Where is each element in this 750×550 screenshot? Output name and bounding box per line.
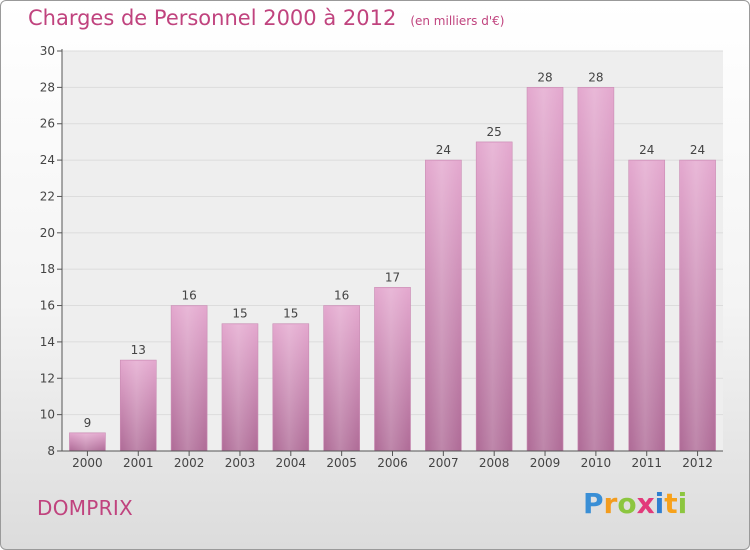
- data-label: 28: [537, 70, 552, 84]
- y-tick-label: 22: [40, 189, 55, 203]
- x-tick-label: 2007: [428, 456, 459, 470]
- y-tick-label: 30: [40, 44, 55, 58]
- y-tick-label: 10: [40, 408, 55, 422]
- data-label: 15: [232, 307, 247, 321]
- labels: 9 2000 13 2001 16 2002 15 2003 15 2004 16 2005 17 200…: [72, 70, 713, 470]
- data-label: 16: [181, 289, 196, 303]
- data-label: 24: [639, 143, 654, 157]
- y-tick-label: 20: [40, 226, 55, 240]
- bar-shine: [325, 306, 358, 451]
- data-label: 17: [385, 270, 400, 284]
- logo-letter: x: [636, 487, 655, 520]
- x-tick-label: 2012: [682, 456, 713, 470]
- y-tick-label: 26: [40, 117, 55, 131]
- logo-letter: i: [677, 487, 688, 520]
- data-label: 13: [131, 343, 146, 357]
- x-tick-label: 2009: [530, 456, 561, 470]
- logo-letter: r: [603, 487, 618, 520]
- bar-shine: [274, 324, 307, 451]
- y-tick-label: 28: [40, 80, 55, 94]
- y-tick-label: 24: [40, 153, 55, 167]
- bar-shine: [681, 161, 714, 451]
- bars: [69, 87, 716, 452]
- bar-shine: [529, 88, 562, 451]
- chart-title-text: Charges de Personnel 2000 à 2012: [28, 6, 397, 30]
- y-tick-label: 12: [40, 371, 55, 385]
- bar-shine: [71, 433, 104, 451]
- bar-shine: [223, 324, 256, 451]
- x-tick-label: 2010: [581, 456, 612, 470]
- logo-letter: t: [664, 487, 678, 520]
- data-label: 25: [487, 125, 502, 139]
- x-tick-label: 2001: [123, 456, 154, 470]
- y-tick-label: 18: [40, 262, 55, 276]
- data-label: 28: [588, 70, 603, 84]
- logo-letter: i: [654, 487, 665, 520]
- logo-letter: o: [617, 487, 637, 520]
- x-tick-label: 2004: [276, 456, 307, 470]
- place-name: DOMPRIX: [37, 496, 134, 520]
- logo-letter: P: [583, 487, 604, 520]
- data-label: 24: [436, 143, 451, 157]
- x-tick-label: 2005: [326, 456, 357, 470]
- proxiti-logo: Proxiti: [583, 487, 687, 520]
- bar-shine: [630, 161, 663, 451]
- chart-title: Charges de Personnel 2000 à 2012 (en mill…: [28, 6, 504, 30]
- bar-shine: [579, 88, 612, 451]
- x-tick-label: 2008: [479, 456, 510, 470]
- bar-shine: [376, 288, 409, 451]
- y-tick-label: 8: [47, 444, 55, 458]
- data-label: 15: [283, 307, 298, 321]
- bar-shine: [173, 306, 206, 451]
- data-label: 9: [84, 416, 92, 430]
- x-tick-label: 2011: [631, 456, 662, 470]
- axes: 8 10 12 14 16 18 20 22 24 26 28 30: [40, 44, 723, 458]
- x-tick-label: 2006: [377, 456, 408, 470]
- y-tick-label: 16: [40, 299, 55, 313]
- x-tick-label: 2003: [225, 456, 256, 470]
- bar-shine: [122, 361, 155, 451]
- data-label: 16: [334, 289, 349, 303]
- x-tick-label: 2002: [174, 456, 205, 470]
- bar-shine: [478, 142, 511, 451]
- x-tick-label: 2000: [72, 456, 103, 470]
- chart-unit: (en milliers d'€): [410, 14, 505, 28]
- y-tick-label: 14: [40, 335, 55, 349]
- data-label: 24: [690, 143, 705, 157]
- bar-shine: [427, 161, 460, 451]
